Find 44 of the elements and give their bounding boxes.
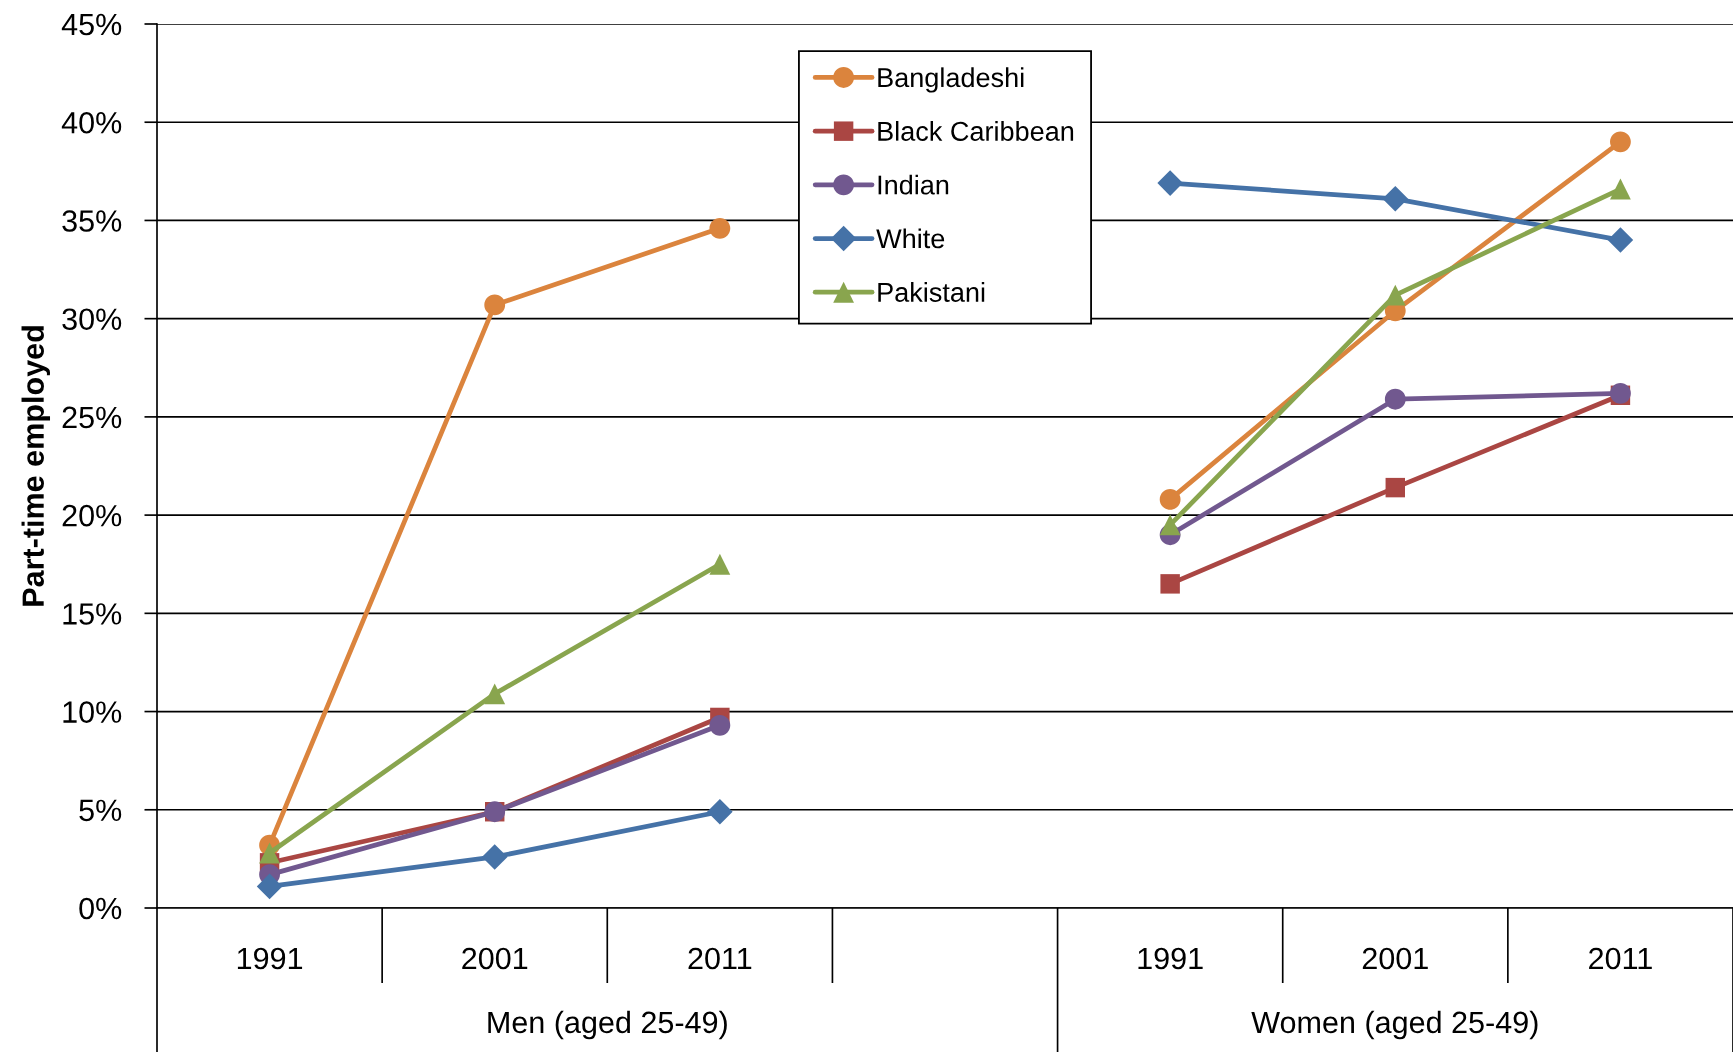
point (709, 714, 731, 736)
point (484, 683, 506, 705)
y-tick-label: 45% (61, 13, 122, 36)
point (1384, 388, 1406, 410)
point (709, 217, 731, 239)
x-tick-label: 2011 (688, 947, 752, 970)
point (1159, 514, 1181, 536)
point (1382, 186, 1409, 212)
y-tick-label: 15% (63, 603, 122, 625)
point (256, 873, 283, 900)
y-tick-label: 30% (62, 308, 122, 331)
point (481, 844, 508, 870)
legend-label: Indian (878, 174, 949, 195)
point (484, 294, 506, 316)
legend-label: Pakistani (878, 282, 985, 302)
point (1610, 131, 1631, 153)
x-tick-label: 2001 (1362, 947, 1428, 970)
point (1607, 227, 1634, 253)
y-tick-label: 40% (61, 111, 122, 134)
y-tick-label: 10% (63, 701, 122, 723)
point (259, 842, 280, 864)
x-tick-label: 1991 (237, 947, 303, 970)
y-tick-label: 20% (62, 504, 122, 527)
legend-label: Bangladeshi (878, 67, 1024, 93)
point (707, 798, 733, 825)
point (1385, 477, 1406, 498)
point (1157, 170, 1183, 196)
text: Men (aged 25-49) (488, 1010, 727, 1040)
point (1610, 178, 1631, 200)
y-tick-label: 0% (79, 897, 122, 920)
x-tick-label: 2011 (1589, 947, 1652, 970)
point (1160, 574, 1180, 594)
x-tick-label: 2001 (462, 947, 528, 970)
y-tick-label: 5% (79, 799, 122, 822)
point (709, 553, 731, 575)
legend-label: Black Caribbean (878, 121, 1074, 141)
point (1384, 284, 1406, 306)
text: Women (aged 25-49) (1251, 1010, 1538, 1040)
point (1159, 488, 1181, 510)
x-tick-label: 1991 (1138, 947, 1203, 970)
y-axis-title: Part-time employed (21, 326, 51, 606)
legend-label: White (876, 228, 945, 249)
y-tick-label: 35% (62, 210, 122, 232)
y-tick-label: 25% (62, 406, 122, 429)
